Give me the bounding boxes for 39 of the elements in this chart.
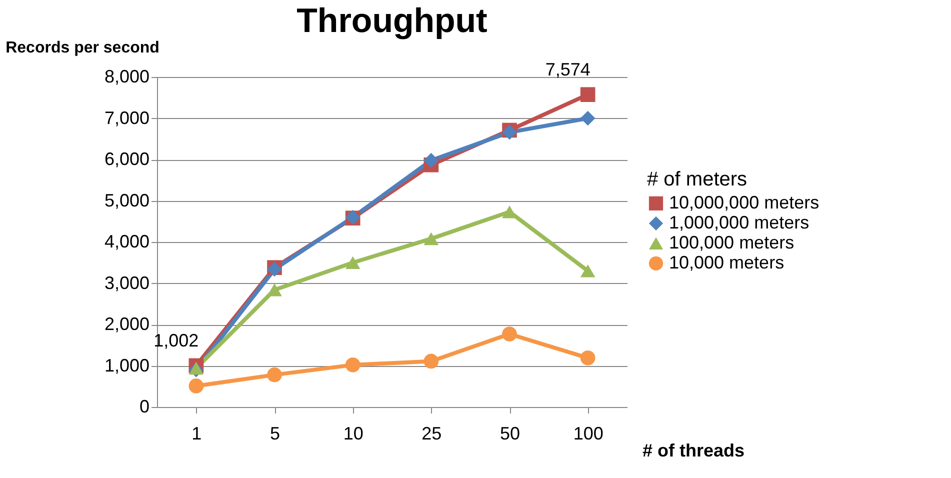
- point: [424, 152, 439, 168]
- x-tick-label: 50: [500, 424, 520, 444]
- x-tick-label: 5: [270, 424, 280, 444]
- y-tick-label: 2,000: [104, 314, 150, 334]
- x-axis-title: # of threads: [642, 440, 745, 460]
- point: [580, 110, 596, 126]
- point: [424, 232, 439, 246]
- y-tick-label: 8,000: [104, 66, 150, 86]
- point: [502, 205, 517, 218]
- point: [580, 350, 596, 366]
- point: [345, 358, 360, 372]
- x-tick-label: 10: [343, 424, 364, 444]
- y-tick-label: 6,000: [104, 149, 150, 169]
- chart-title: Throughput: [296, 2, 488, 40]
- x-tick-label: 100: [573, 424, 604, 444]
- legend-label: 100,000 meters: [669, 232, 794, 252]
- legend-title: # of meters: [647, 168, 748, 190]
- point: [580, 264, 596, 278]
- point: [580, 87, 596, 102]
- point: [424, 354, 439, 369]
- point: [267, 283, 282, 296]
- x-tick-label: 25: [422, 424, 442, 444]
- y-tick-label: 4,000: [104, 232, 150, 252]
- x-tick-label: 1: [192, 424, 202, 444]
- y-tick-label: 5,000: [104, 190, 150, 210]
- legend-label: 10,000,000 meters: [669, 192, 820, 212]
- y-axis-title: Records per second: [6, 40, 160, 56]
- point: [188, 378, 204, 394]
- data-label: 7,574: [545, 60, 590, 80]
- y-tick-label: 3,000: [104, 272, 150, 293]
- point: [345, 256, 360, 270]
- y-tick-label: 0: [139, 396, 150, 416]
- point: [502, 326, 517, 342]
- point: [267, 367, 282, 382]
- y-tick-label: 7,000: [104, 108, 150, 128]
- legend-label: 10,000 meters: [669, 252, 784, 272]
- data-label: 1,002: [154, 330, 199, 351]
- y-tick-label: 1,000: [104, 355, 150, 376]
- legend-label: 1,000,000 meters: [669, 212, 810, 232]
